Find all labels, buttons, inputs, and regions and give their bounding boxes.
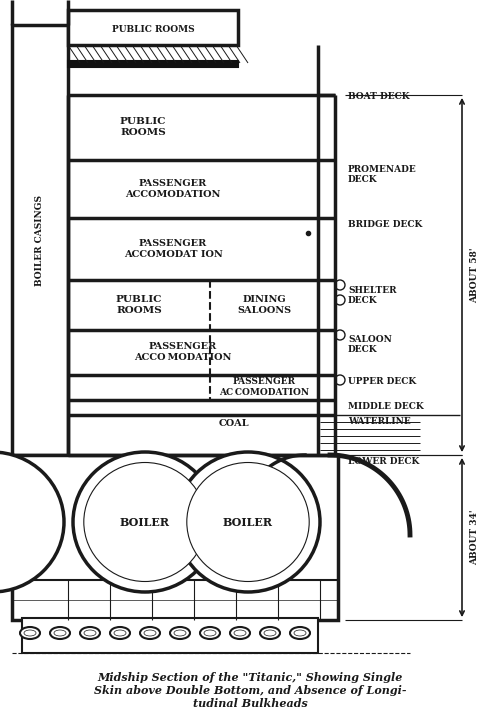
Text: PASSENGER
AC COMODATION: PASSENGER AC COMODATION xyxy=(219,377,309,397)
Ellipse shape xyxy=(264,630,276,636)
Text: BOILER CASINGS: BOILER CASINGS xyxy=(36,194,44,286)
Text: PASSENGER
ACCOMODATION: PASSENGER ACCOMODATION xyxy=(126,179,220,198)
Text: ABOUT 58': ABOUT 58' xyxy=(470,247,480,303)
Circle shape xyxy=(335,280,345,290)
Ellipse shape xyxy=(110,627,130,639)
Bar xyxy=(22,618,318,653)
Text: DINING
SALOONS: DINING SALOONS xyxy=(237,296,291,315)
Text: PASSENGER
ACCOMODAT ION: PASSENGER ACCOMODAT ION xyxy=(124,239,222,258)
Text: BRIDGE DECK: BRIDGE DECK xyxy=(348,220,422,229)
Ellipse shape xyxy=(0,452,64,592)
Ellipse shape xyxy=(73,452,217,592)
Ellipse shape xyxy=(80,627,100,639)
Ellipse shape xyxy=(200,627,220,639)
Text: BOILER: BOILER xyxy=(223,516,273,528)
Ellipse shape xyxy=(140,627,160,639)
Text: PUBLIC
ROOMS: PUBLIC ROOMS xyxy=(120,117,166,136)
Text: UPPER DECK: UPPER DECK xyxy=(348,377,416,386)
Text: BOAT DECK: BOAT DECK xyxy=(348,92,410,101)
Circle shape xyxy=(335,330,345,340)
Text: LOWER DECK: LOWER DECK xyxy=(348,457,420,466)
Text: COAL: COAL xyxy=(218,420,250,428)
Ellipse shape xyxy=(294,630,306,636)
Text: BOILER: BOILER xyxy=(120,516,170,528)
Ellipse shape xyxy=(176,452,320,592)
Text: PUBLIC ROOMS: PUBLIC ROOMS xyxy=(112,24,194,34)
Ellipse shape xyxy=(84,463,206,581)
Circle shape xyxy=(335,375,345,385)
Text: MIDDLE DECK: MIDDLE DECK xyxy=(348,402,424,411)
Text: PUBLIC
ROOMS: PUBLIC ROOMS xyxy=(116,296,162,315)
Ellipse shape xyxy=(54,630,66,636)
Ellipse shape xyxy=(230,627,250,639)
Ellipse shape xyxy=(234,630,246,636)
Bar xyxy=(12,455,338,620)
Text: Midship Section of the "Titanic," Showing Single
Skin above Double Bottom, and A: Midship Section of the "Titanic," Showin… xyxy=(94,672,406,708)
Text: PROMENADE
DECK: PROMENADE DECK xyxy=(348,165,417,184)
Ellipse shape xyxy=(144,630,156,636)
Ellipse shape xyxy=(20,627,40,639)
Ellipse shape xyxy=(170,627,190,639)
Ellipse shape xyxy=(24,630,36,636)
Bar xyxy=(68,10,238,45)
Ellipse shape xyxy=(50,627,70,639)
Ellipse shape xyxy=(260,627,280,639)
Text: WATERLINE: WATERLINE xyxy=(348,417,411,426)
Text: SALOON
DECK: SALOON DECK xyxy=(348,335,392,354)
Text: ABOUT 34': ABOUT 34' xyxy=(470,509,480,565)
Bar xyxy=(68,61,238,67)
Ellipse shape xyxy=(84,630,96,636)
Ellipse shape xyxy=(290,627,310,639)
Text: PASSENGER
ACCO MODATION: PASSENGER ACCO MODATION xyxy=(134,342,232,362)
Ellipse shape xyxy=(204,630,216,636)
Bar xyxy=(12,25,68,455)
Text: SHELTER
DECK: SHELTER DECK xyxy=(348,286,397,306)
Ellipse shape xyxy=(114,630,126,636)
Ellipse shape xyxy=(174,630,186,636)
Ellipse shape xyxy=(187,463,309,581)
Circle shape xyxy=(335,295,345,305)
